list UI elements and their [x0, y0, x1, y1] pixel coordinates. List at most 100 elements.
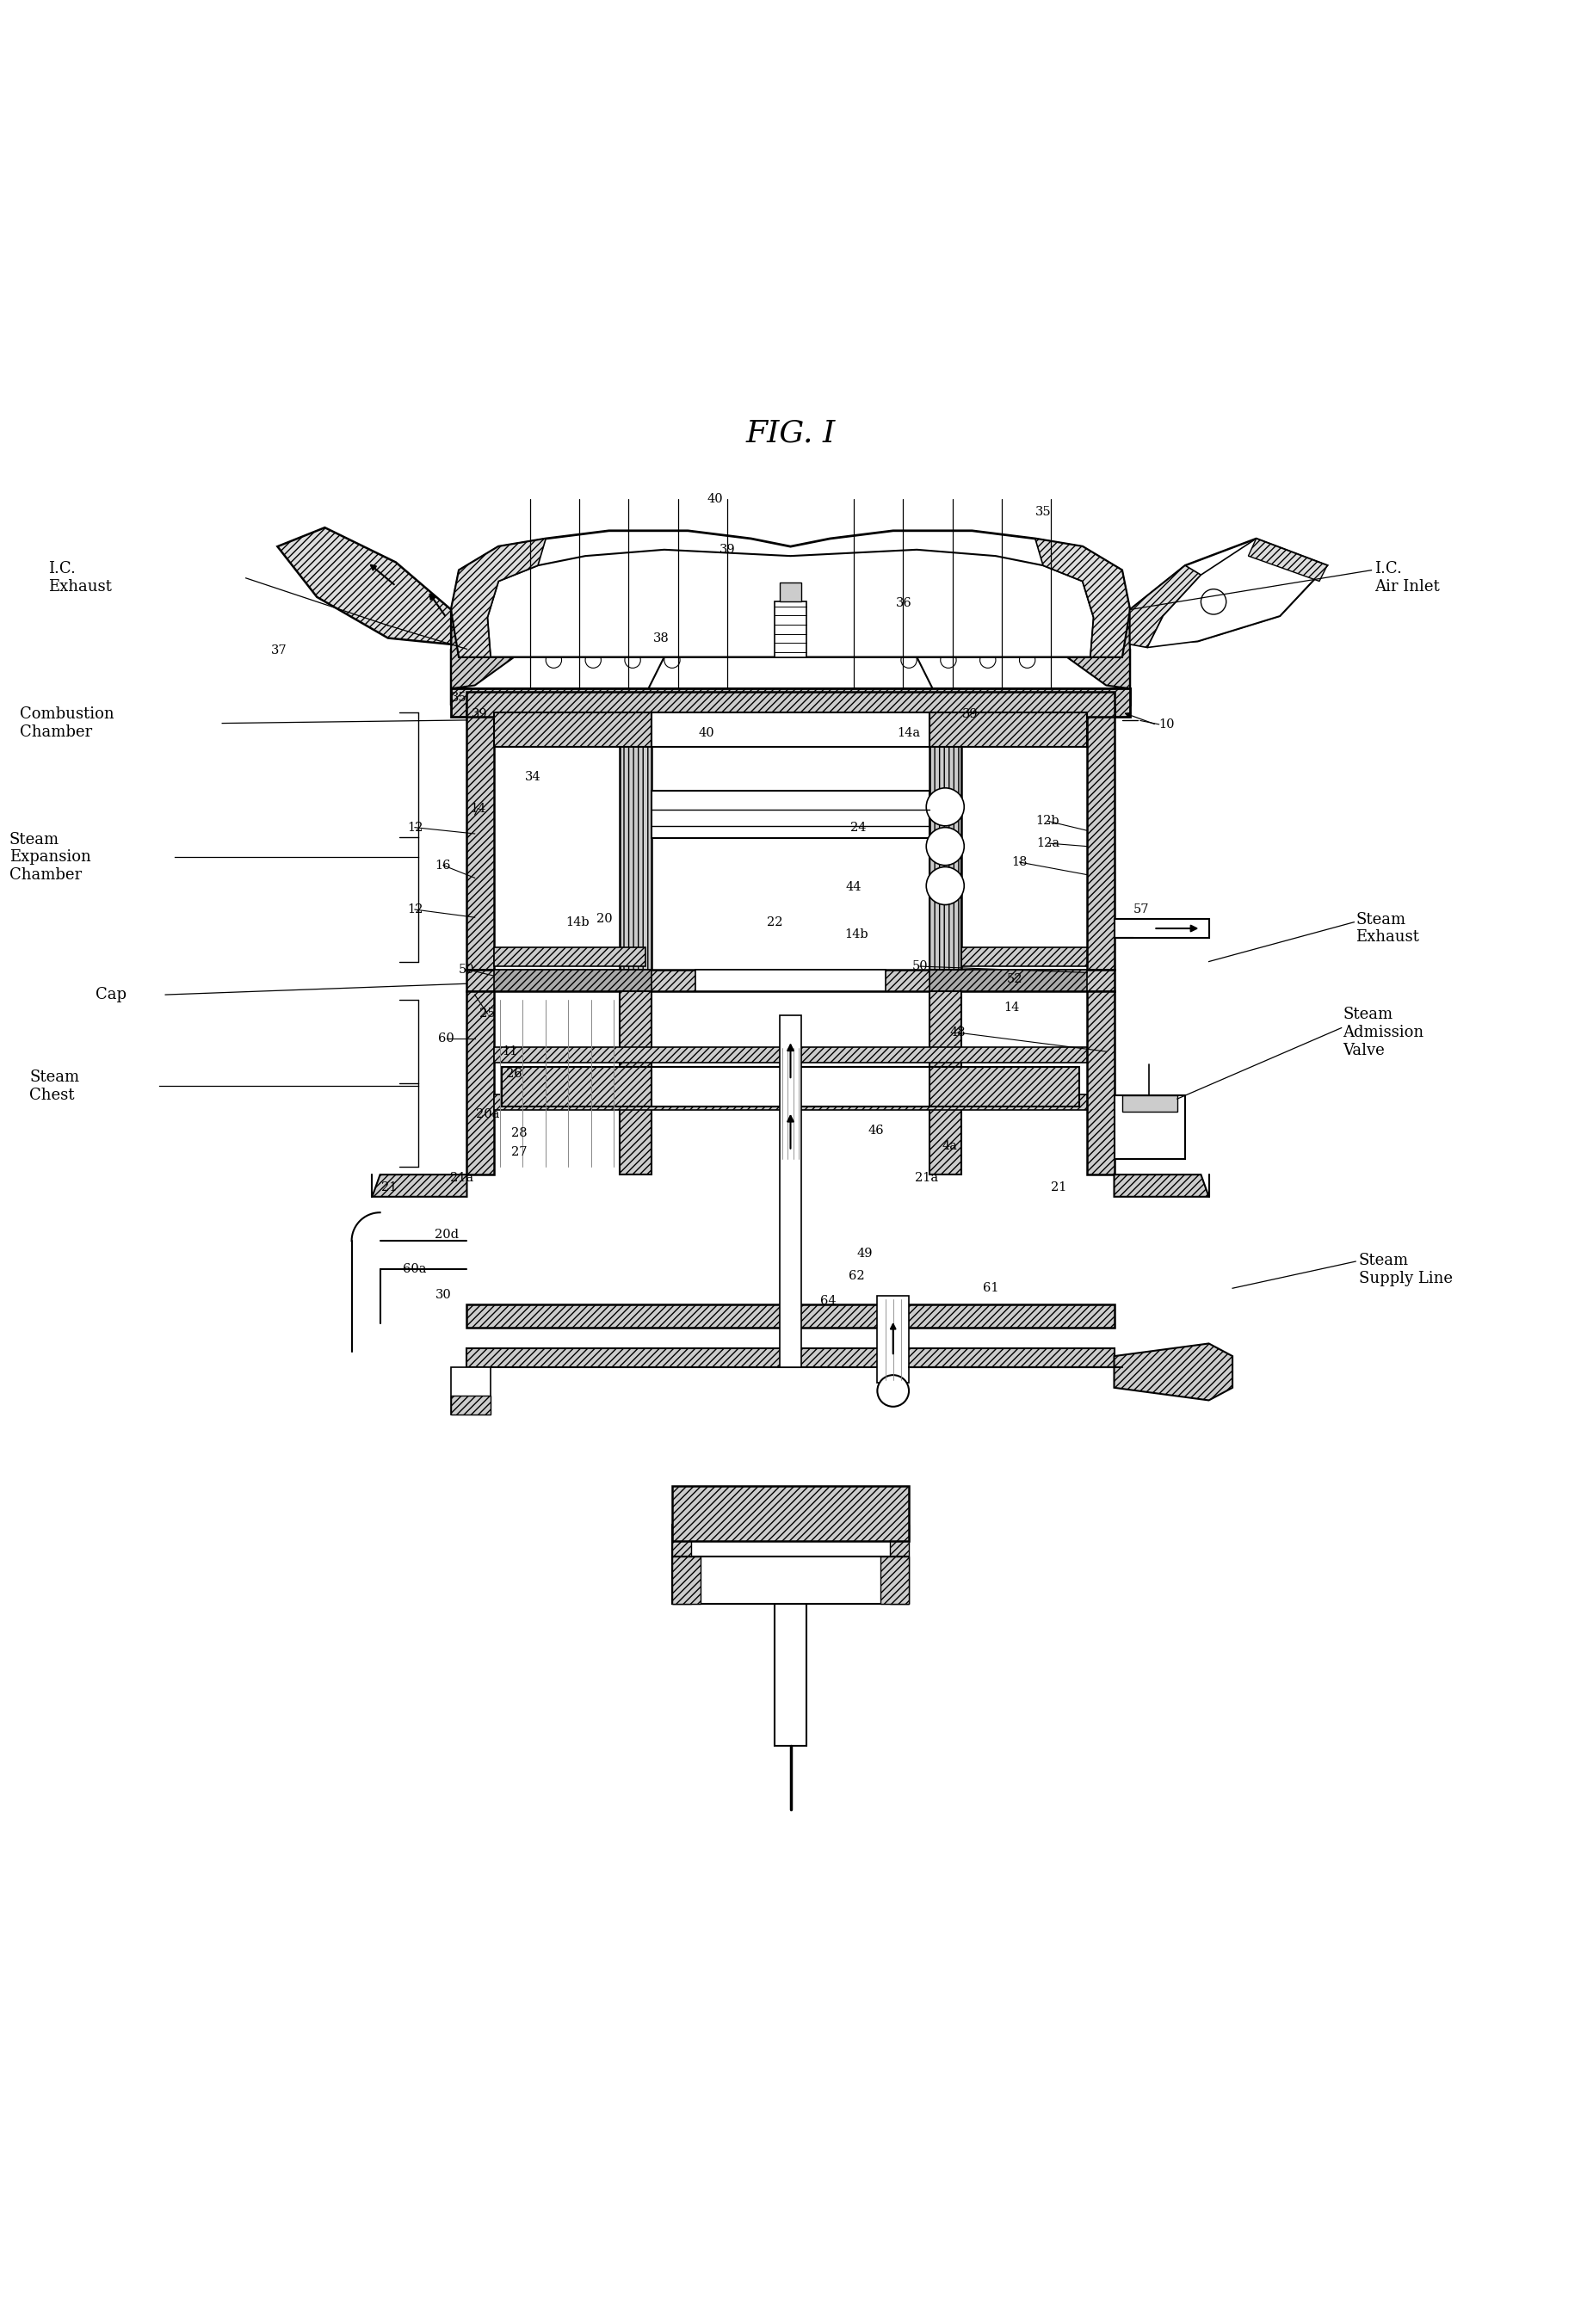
- Circle shape: [926, 867, 964, 904]
- Text: 21a: 21a: [451, 1171, 474, 1183]
- Text: 57: 57: [1134, 904, 1149, 916]
- Bar: [493, 1046, 1088, 1062]
- Text: 14b: 14b: [566, 916, 590, 927]
- Circle shape: [941, 653, 957, 667]
- Circle shape: [926, 788, 964, 825]
- Polygon shape: [451, 579, 545, 688]
- Polygon shape: [451, 530, 1130, 658]
- Bar: [620, 992, 651, 1174]
- Circle shape: [980, 590, 996, 607]
- Circle shape: [901, 653, 917, 667]
- Bar: [930, 711, 1088, 746]
- Text: 22: 22: [767, 916, 783, 927]
- Text: 49: 49: [857, 1248, 873, 1260]
- Circle shape: [941, 602, 957, 618]
- Text: 46: 46: [868, 1125, 884, 1136]
- Circle shape: [545, 653, 561, 667]
- Text: 60: 60: [438, 1032, 454, 1046]
- Text: 18: 18: [1012, 855, 1028, 869]
- Circle shape: [664, 653, 680, 667]
- Text: 50: 50: [458, 964, 474, 976]
- Bar: [775, 602, 806, 658]
- Bar: [881, 1557, 909, 1604]
- Bar: [466, 704, 493, 969]
- Text: 38: 38: [653, 632, 669, 644]
- Polygon shape: [451, 551, 1130, 704]
- Circle shape: [585, 579, 601, 595]
- Text: Steam
Exhaust: Steam Exhaust: [1355, 911, 1420, 946]
- Polygon shape: [1036, 539, 1130, 658]
- Circle shape: [980, 653, 996, 667]
- Circle shape: [624, 602, 640, 618]
- Text: 44: 44: [846, 881, 862, 892]
- Text: 12b: 12b: [1036, 816, 1059, 827]
- Circle shape: [624, 653, 640, 667]
- Circle shape: [980, 627, 996, 644]
- Text: 14: 14: [470, 802, 485, 813]
- Circle shape: [901, 579, 917, 595]
- Bar: [672, 1525, 691, 1604]
- Circle shape: [545, 602, 561, 618]
- Text: 30: 30: [435, 1287, 451, 1301]
- Polygon shape: [487, 551, 1094, 658]
- Text: 35: 35: [451, 693, 466, 704]
- Bar: [501, 1067, 1080, 1106]
- Text: 16: 16: [435, 860, 451, 872]
- Circle shape: [624, 639, 640, 655]
- Bar: [493, 948, 645, 967]
- Bar: [1115, 918, 1209, 939]
- Text: Steam
Admission
Valve: Steam Admission Valve: [1342, 1006, 1424, 1057]
- Bar: [890, 1525, 909, 1604]
- Circle shape: [1202, 588, 1227, 614]
- Polygon shape: [1115, 1343, 1233, 1401]
- Circle shape: [901, 590, 917, 607]
- Text: 20d: 20d: [435, 1229, 458, 1241]
- Bar: [651, 790, 930, 839]
- Polygon shape: [1249, 539, 1326, 581]
- Bar: [466, 1348, 1115, 1367]
- Bar: [672, 1557, 909, 1604]
- Bar: [493, 711, 651, 746]
- Circle shape: [1020, 579, 1036, 595]
- Circle shape: [624, 579, 640, 595]
- Bar: [672, 1557, 700, 1604]
- Circle shape: [624, 627, 640, 644]
- Circle shape: [545, 616, 561, 630]
- Circle shape: [545, 579, 561, 595]
- Text: 40: 40: [707, 493, 723, 504]
- Bar: [775, 1604, 806, 1745]
- Circle shape: [980, 616, 996, 630]
- Text: 14a: 14a: [898, 727, 920, 739]
- Circle shape: [901, 616, 917, 630]
- Text: 60a: 60a: [403, 1264, 427, 1276]
- Text: Combustion
Chamber: Combustion Chamber: [21, 706, 114, 739]
- Text: 52: 52: [1007, 974, 1023, 985]
- Bar: [451, 688, 1130, 704]
- Polygon shape: [648, 614, 933, 688]
- Circle shape: [585, 602, 601, 618]
- Circle shape: [941, 627, 957, 644]
- Text: 12a: 12a: [1036, 837, 1059, 848]
- Bar: [651, 1067, 930, 1106]
- Bar: [936, 948, 1088, 967]
- Polygon shape: [1115, 1174, 1209, 1197]
- Circle shape: [664, 579, 680, 595]
- Text: 21: 21: [381, 1181, 397, 1192]
- Text: 37: 37: [270, 644, 288, 658]
- Bar: [930, 992, 961, 1174]
- Polygon shape: [1130, 565, 1202, 648]
- Bar: [466, 992, 493, 1174]
- Text: 21: 21: [1051, 1181, 1067, 1192]
- Bar: [696, 969, 885, 992]
- Text: 48: 48: [950, 1027, 966, 1039]
- Circle shape: [664, 602, 680, 618]
- Polygon shape: [451, 539, 545, 658]
- Circle shape: [1020, 653, 1036, 667]
- Bar: [651, 711, 930, 746]
- Circle shape: [1020, 602, 1036, 618]
- Polygon shape: [1130, 539, 1326, 644]
- Polygon shape: [1036, 579, 1130, 688]
- Text: 25: 25: [479, 1009, 495, 1020]
- Bar: [451, 1367, 490, 1415]
- Bar: [1088, 992, 1115, 1174]
